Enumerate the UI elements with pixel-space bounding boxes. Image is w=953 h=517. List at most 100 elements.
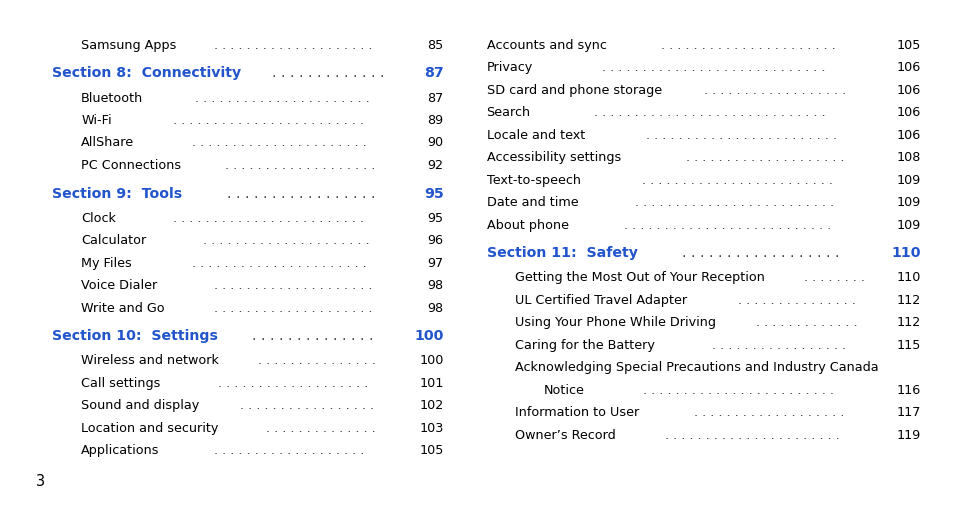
- Text: 112: 112: [896, 294, 920, 307]
- Text: 87: 87: [427, 92, 443, 104]
- Text: . . . . . . . . . . . . . . . . . . . . . .: . . . . . . . . . . . . . . . . . . . . …: [659, 39, 839, 52]
- Text: . . . . . . . . . . . . . . . . . . . . . . . .: . . . . . . . . . . . . . . . . . . . . …: [173, 114, 368, 127]
- Text: . . . . . . . . . . . . . . . . . . . . . .: . . . . . . . . . . . . . . . . . . . . …: [192, 136, 370, 149]
- Text: Samsung Apps: Samsung Apps: [81, 39, 176, 52]
- Text: Location and security: Location and security: [81, 422, 218, 435]
- Text: 92: 92: [427, 159, 443, 172]
- Text: Section 11:  Safety: Section 11: Safety: [486, 246, 637, 261]
- Text: Acknowledging Special Precautions and Industry Canada: Acknowledging Special Precautions and In…: [515, 361, 878, 374]
- Text: . . . . . . . . . . . . . . . . . . . . . . . .: . . . . . . . . . . . . . . . . . . . . …: [641, 174, 836, 187]
- Text: Notice: Notice: [543, 384, 584, 397]
- Text: Owner’s Record: Owner’s Record: [515, 429, 616, 442]
- Text: Text-to-speech: Text-to-speech: [486, 174, 580, 187]
- Text: . . . . . . . . . . . . . . . . . .: . . . . . . . . . . . . . . . . . .: [703, 84, 850, 97]
- Text: . . . . . . . . . . . . . . . . . . . . . . . . . . . .: . . . . . . . . . . . . . . . . . . . . …: [601, 61, 828, 74]
- Text: Privacy: Privacy: [486, 61, 532, 74]
- Text: Using Your Phone While Driving: Using Your Phone While Driving: [515, 316, 716, 329]
- Text: 98: 98: [427, 301, 443, 315]
- Text: . . . . . . . . . . . . . . . . . . . . . . . . . . . . .: . . . . . . . . . . . . . . . . . . . . …: [594, 106, 829, 119]
- Text: . . . . . . . .: . . . . . . . .: [803, 271, 868, 284]
- Text: Locale and text: Locale and text: [486, 129, 584, 142]
- Text: . . . . . . . . . . . . . . . . . . . .: . . . . . . . . . . . . . . . . . . . .: [213, 301, 375, 315]
- Text: 96: 96: [427, 234, 443, 247]
- Text: . . . . . . . . . . . . . . . . . . . . . . . . .: . . . . . . . . . . . . . . . . . . . . …: [634, 196, 837, 209]
- Text: 106: 106: [896, 61, 920, 74]
- Text: AllShare: AllShare: [81, 136, 134, 149]
- Text: Wireless and network: Wireless and network: [81, 354, 219, 368]
- Text: Clock: Clock: [81, 211, 116, 225]
- Text: Sound and display: Sound and display: [81, 399, 199, 413]
- Text: 116: 116: [896, 384, 920, 397]
- Text: Section 9:  Tools: Section 9: Tools: [52, 187, 182, 201]
- Text: 117: 117: [895, 406, 920, 419]
- Text: . . . . . . . . . . . . . . .: . . . . . . . . . . . . . . .: [737, 294, 859, 307]
- Text: 106: 106: [896, 84, 920, 97]
- Text: . . . . . . . . . . . . . . . . .: . . . . . . . . . . . . . . . . .: [239, 399, 377, 413]
- Text: Search: Search: [486, 106, 530, 119]
- Text: My Files: My Files: [81, 256, 132, 270]
- Text: . . . . . . . . . . . . . . . . . . .: . . . . . . . . . . . . . . . . . . .: [214, 444, 368, 458]
- Text: PC Connections: PC Connections: [81, 159, 181, 172]
- Text: . . . . . . . . . . . . . . . . . . . . . . . .: . . . . . . . . . . . . . . . . . . . . …: [645, 129, 840, 142]
- Text: Wi-Fi: Wi-Fi: [81, 114, 112, 127]
- Text: 102: 102: [419, 399, 443, 413]
- Text: 85: 85: [427, 39, 443, 52]
- Text: . . . . . . . . . . . . . . . . . . . .: . . . . . . . . . . . . . . . . . . . .: [213, 279, 375, 292]
- Text: . . . . . . . . . . . . . . . . . . . . . .: . . . . . . . . . . . . . . . . . . . . …: [195, 92, 374, 104]
- Text: Write and Go: Write and Go: [81, 301, 165, 315]
- Text: SD card and phone storage: SD card and phone storage: [486, 84, 661, 97]
- Text: 98: 98: [427, 279, 443, 292]
- Text: . . . . . . . . . . . . . . . . . . . . .: . . . . . . . . . . . . . . . . . . . . …: [203, 234, 373, 247]
- Text: 103: 103: [418, 422, 443, 435]
- Text: Accounts and sync: Accounts and sync: [486, 39, 606, 52]
- Text: 109: 109: [896, 219, 920, 232]
- Text: 109: 109: [896, 174, 920, 187]
- Text: 110: 110: [895, 271, 920, 284]
- Text: Section 10:  Settings: Section 10: Settings: [52, 329, 218, 343]
- Text: 115: 115: [895, 339, 920, 352]
- Text: Voice Dialer: Voice Dialer: [81, 279, 157, 292]
- Text: About phone: About phone: [486, 219, 568, 232]
- Text: . . . . . . . . . . . . . . . . . . . . . .: . . . . . . . . . . . . . . . . . . . . …: [664, 429, 842, 442]
- Text: UL Certified Travel Adapter: UL Certified Travel Adapter: [515, 294, 686, 307]
- Text: 89: 89: [427, 114, 443, 127]
- Text: 108: 108: [895, 151, 920, 164]
- Text: . . . . . . . . . . . . . . . . . . . . . . . .: . . . . . . . . . . . . . . . . . . . . …: [642, 384, 838, 397]
- Text: . . . . . . . . . . . . . .: . . . . . . . . . . . . . .: [252, 329, 377, 343]
- Text: 106: 106: [896, 129, 920, 142]
- Text: 95: 95: [423, 187, 443, 201]
- Text: Applications: Applications: [81, 444, 159, 458]
- Text: . . . . . . . . . . . . . . . . . . . . . . . .: . . . . . . . . . . . . . . . . . . . . …: [173, 211, 368, 225]
- Text: Information to User: Information to User: [515, 406, 639, 419]
- Text: . . . . . . . . . . . . . . . . .: . . . . . . . . . . . . . . . . .: [712, 339, 850, 352]
- Text: . . . . . . . . . . . . . . . . . . . . . .: . . . . . . . . . . . . . . . . . . . . …: [192, 256, 370, 270]
- Text: . . . . . . . . . . . . . . . . . .: . . . . . . . . . . . . . . . . . .: [681, 246, 843, 261]
- Text: 110: 110: [890, 246, 920, 261]
- Text: 95: 95: [427, 211, 443, 225]
- Text: Calculator: Calculator: [81, 234, 146, 247]
- Text: 87: 87: [423, 66, 443, 81]
- Text: . . . . . . . . . . . . . . . . . . .: . . . . . . . . . . . . . . . . . . .: [693, 406, 847, 419]
- Text: Call settings: Call settings: [81, 377, 160, 390]
- Text: 112: 112: [896, 316, 920, 329]
- Text: 105: 105: [418, 444, 443, 458]
- Text: . . . . . . . . . . . . . . . . . . . . . . . . . .: . . . . . . . . . . . . . . . . . . . . …: [623, 219, 834, 232]
- Text: . . . . . . . . . . . . .: . . . . . . . . . . . . .: [272, 66, 389, 81]
- Text: 3: 3: [36, 474, 46, 489]
- Text: 100: 100: [418, 354, 443, 368]
- Text: 106: 106: [896, 106, 920, 119]
- Text: . . . . . . . . . . . . . . . . . . . .: . . . . . . . . . . . . . . . . . . . .: [685, 151, 847, 164]
- Text: Bluetooth: Bluetooth: [81, 92, 143, 104]
- Text: Caring for the Battery: Caring for the Battery: [515, 339, 655, 352]
- Text: 105: 105: [895, 39, 920, 52]
- Text: Section 8:  Connectivity: Section 8: Connectivity: [52, 66, 241, 81]
- Text: 100: 100: [414, 329, 443, 343]
- Text: . . . . . . . . . . . . . . . . .: . . . . . . . . . . . . . . . . .: [227, 187, 379, 201]
- Text: Date and time: Date and time: [486, 196, 578, 209]
- Text: 97: 97: [427, 256, 443, 270]
- Text: . . . . . . . . . . . . . . . . . . .: . . . . . . . . . . . . . . . . . . .: [217, 377, 372, 390]
- Text: . . . . . . . . . . . . .: . . . . . . . . . . . . .: [756, 316, 862, 329]
- Text: 119: 119: [896, 429, 920, 442]
- Text: Getting the Most Out of Your Reception: Getting the Most Out of Your Reception: [515, 271, 764, 284]
- Text: 109: 109: [896, 196, 920, 209]
